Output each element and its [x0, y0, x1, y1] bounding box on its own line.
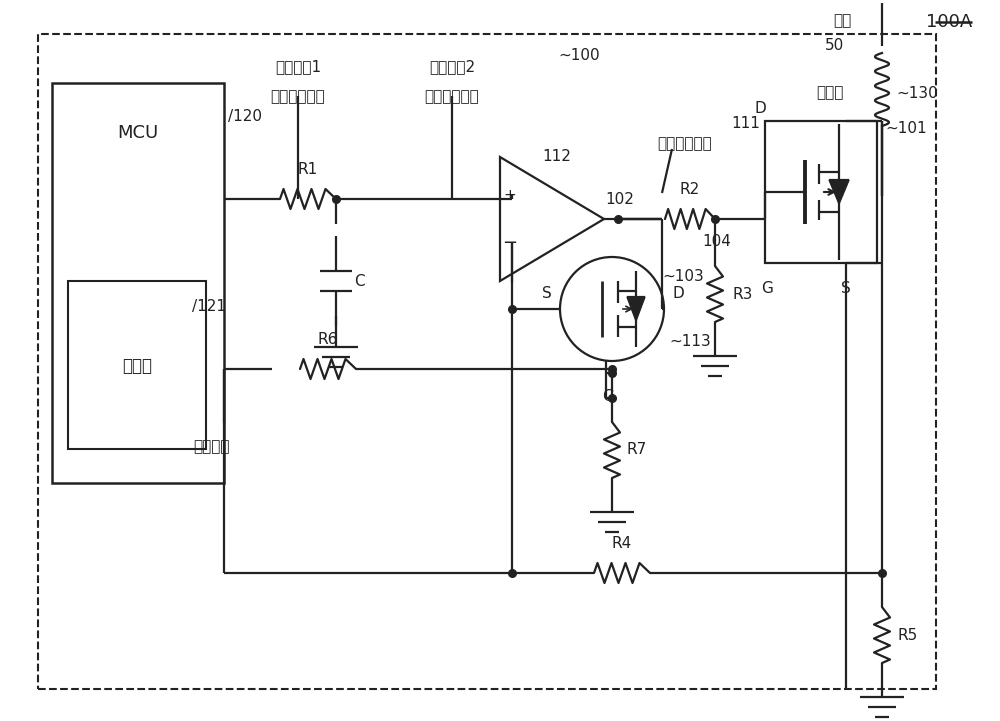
Text: G: G: [602, 389, 614, 404]
Text: S: S: [841, 281, 851, 296]
Text: ~130: ~130: [896, 86, 938, 100]
Text: 112: 112: [542, 149, 571, 164]
Text: R6: R6: [318, 332, 338, 347]
Text: 控制信号: 控制信号: [194, 439, 230, 454]
Text: D: D: [754, 101, 766, 116]
Text: ~100: ~100: [558, 48, 600, 63]
Text: C: C: [354, 273, 365, 288]
Text: G: G: [761, 281, 773, 296]
Text: 104: 104: [702, 234, 731, 249]
Bar: [68, 281, 206, 449]
Text: 102: 102: [605, 192, 634, 207]
Text: S: S: [542, 286, 552, 301]
Text: R7: R7: [627, 443, 647, 458]
Text: D: D: [672, 286, 684, 301]
Text: 基准信号1: 基准信号1: [275, 59, 321, 74]
Text: ~103: ~103: [662, 269, 704, 284]
Text: ~113: ~113: [669, 334, 711, 349]
Text: /121: /121: [192, 299, 226, 314]
Polygon shape: [627, 297, 645, 321]
Text: R2: R2: [680, 182, 700, 197]
Text: 控制部: 控制部: [122, 357, 152, 375]
Bar: [38, 34, 936, 689]
Text: 基准信号2: 基准信号2: [429, 59, 475, 74]
Text: 功率: 功率: [834, 13, 852, 28]
Text: 致动器: 致动器: [817, 86, 844, 100]
Text: （基准信号）: （基准信号）: [271, 89, 325, 104]
Text: R4: R4: [612, 536, 632, 551]
Text: 100A: 100A: [926, 13, 972, 31]
Text: MCU: MCU: [117, 124, 159, 142]
Bar: [765, 121, 877, 263]
Bar: [52, 83, 224, 483]
Polygon shape: [829, 180, 849, 204]
Text: R5: R5: [897, 627, 917, 642]
Text: 111: 111: [731, 116, 760, 131]
Text: 50: 50: [825, 38, 844, 53]
Text: −: −: [502, 234, 518, 252]
Text: （基准信号）: （基准信号）: [425, 89, 479, 104]
Text: +: +: [504, 188, 516, 203]
Text: 驱动控制信号: 驱动控制信号: [658, 136, 712, 151]
Text: ~101: ~101: [885, 121, 927, 136]
Text: /120: /120: [228, 109, 262, 124]
Text: R3: R3: [732, 286, 752, 301]
Text: R1: R1: [298, 162, 318, 177]
